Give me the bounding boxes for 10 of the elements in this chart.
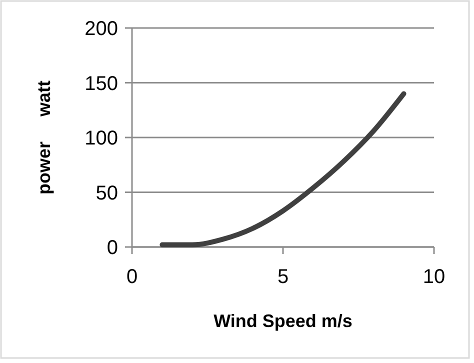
x-tick-label: 0 [126,266,138,288]
y-tick-label: 200 [84,18,118,40]
y-tick-label: 100 [84,128,118,150]
x-axis-title: Wind Speed m/s [214,311,352,331]
y-axis-title: power watt [34,80,54,195]
y-tick-label: 150 [84,72,118,95]
y-tick-label: 0 [106,237,118,259]
x-tick-label: 10 [422,266,446,288]
y-tick-label: 50 [96,182,118,204]
x-tick-label: 5 [277,266,289,288]
